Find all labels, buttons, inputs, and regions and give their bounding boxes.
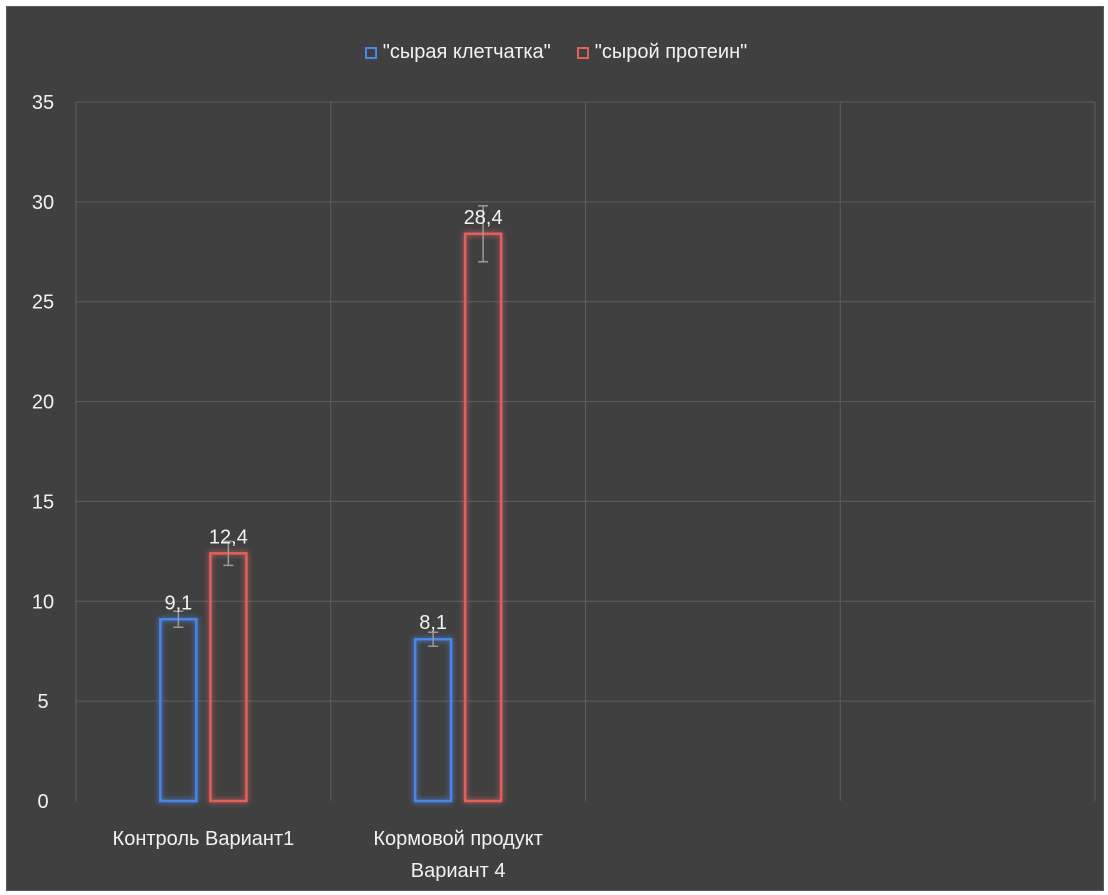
y-tick-label: 30 [32,192,54,214]
legend-swatch-protein [576,46,589,59]
legend-swatch-fiber [364,46,377,59]
legend-label-protein: "сырой протеин" [594,41,748,63]
y-tick-label: 15 [32,491,54,513]
bar-fiber [413,637,453,803]
x-category-label: Кормовой продукт [373,828,542,850]
x-category-label: Контроль Вариант1 [113,828,295,850]
legend: "сырая клетчатка" "сырой протеин" [7,41,1105,64]
data-label: 28,4 [464,207,503,229]
x-category-label: Вариант 4 [411,860,506,882]
y-tick-label: 20 [32,392,54,414]
data-label: 12,4 [209,526,248,548]
y-tick-label: 25 [32,292,54,314]
chart-frame: "сырая клетчатка" "сырой протеин" 0 5 10 15… [6,6,1104,891]
data-label: 9,1 [164,592,192,614]
legend-item-protein: "сырой протеин" [576,41,748,64]
bar-protein [209,552,248,803]
bar-protein [463,232,503,803]
bar-fiber [159,618,198,803]
data-label: 8,1 [419,612,447,634]
bar-chart-svg: 0 5 10 15 20 25 30 35 9,1 12,4 Контроль Вариант1 8,… [32,92,1096,882]
y-tick-label: 10 [32,591,54,613]
legend-item-fiber: "сырая клетчатка" [364,41,551,64]
legend-label-fiber: "сырая клетчатка" [382,41,551,63]
y-tick-label: 35 [32,92,54,114]
y-tick-label: 0 [37,791,48,813]
y-tick-label: 5 [37,691,48,713]
